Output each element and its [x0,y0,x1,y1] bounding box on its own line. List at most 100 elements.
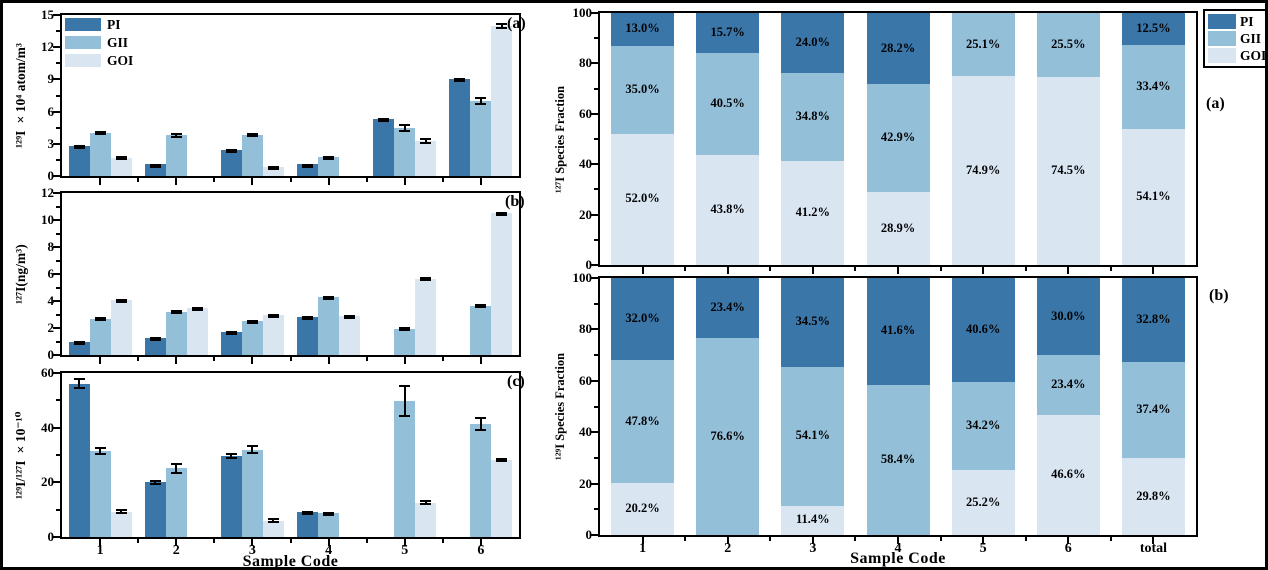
segment-label-GII-2: 40.5% [710,95,745,110]
segment-label-GII-4: 58.4% [880,451,916,466]
legend-item-gii: GII [1208,31,1265,46]
segment-label-GII-3: 34.8% [795,109,831,124]
segment-label-GOI-6: 74.5% [1051,163,1086,178]
x-minor-tick [939,267,942,271]
segment-label-PI-4: 28.2% [880,40,916,55]
bar-PI-sample2 [144,338,166,355]
error-bar-GII-sample2 [170,132,182,138]
bar-GOI-sample6 [491,459,513,537]
y-tick [53,142,60,145]
bar-GII-sample5 [394,328,416,355]
x-tick [251,178,254,185]
x-tick-label: 3 [248,543,256,558]
segment-PI-5 [951,278,1015,383]
segment-label-PI-4: 41.6% [880,323,916,338]
segment-GII-4 [866,384,930,535]
plot-left-b: 0 2 4 6 8 10 12 [41,185,521,364]
error-bar-GII-sample4 [323,156,335,161]
x-tick-label: 1 [639,541,647,556]
x-tick [327,539,330,546]
bar-GOI-sample5 [415,502,437,537]
bar-GOI-sample5 [415,141,437,176]
x-minor-tick [1024,537,1027,541]
bar-PI-sample4 [297,164,319,176]
panel-letter-right-b: (b) [1209,287,1229,304]
bar-GII-sample4 [318,296,340,355]
segment-GOI-total [1121,458,1185,535]
y-tick [591,112,598,115]
bar-PI-sample3 [220,456,242,537]
y-tick-label: 40 [579,424,592,440]
y-tick-label: 0 [47,529,55,544]
x-minor-tick [137,357,140,361]
y-tick-label: 100 [572,270,593,285]
error-bar-GOI-sample6 [496,22,508,29]
bar-GII-sample1 [89,450,111,537]
segment-label-PI-1: 13.0% [625,21,660,36]
x-minor-tick [289,178,292,182]
x-minor-tick [137,539,140,543]
x-tick [403,539,406,546]
x-tick-label: 6 [477,543,485,558]
segment-label-GOI-total: 29.8% [1136,488,1171,503]
y-tick [53,14,60,16]
legend-swatch-goi [65,54,101,67]
x-tick-label: 4 [894,541,902,556]
plot-right-b: 0 20 40 60 80 100 1 2 3 4 5 6 total 20.2% 47.8% 32.0% 76… [573,270,1198,556]
panel-letter-left-a: (a) [507,15,526,32]
error-bar-PI-sample1 [73,378,85,390]
y-tick [591,264,598,266]
x-tick-label: 6 [1064,541,1072,556]
x-minor-tick [365,357,368,361]
bar-PI-sample1 [68,383,90,537]
segment-label-PI-3: 24.0% [795,35,831,50]
y-tick-label: 20 [41,474,54,490]
y-axis-label-left-c: ¹²⁹I/¹²⁷I ×10⁻¹⁰ [13,411,28,499]
y-tick [53,246,60,248]
panel-letter-left-c: (c) [507,373,525,390]
error-bar-PI-sample2 [149,163,161,168]
y-tick [53,219,60,221]
segment-GOI-4 [866,192,930,265]
y-axis-label-left-a: ¹²⁹I ×10⁴ atom/m³ [13,43,28,148]
segment-PI-6 [1036,278,1100,356]
x-tick [175,539,178,546]
error-bar-GOI-sample1 [115,155,127,160]
panel-letter-left-b: (b) [505,193,525,210]
bar-PI-sample3 [220,150,242,176]
segment-GII-2 [696,338,760,535]
y-minor-tick [594,354,598,357]
x-minor-tick [684,267,687,271]
segment-GOI-6 [1036,77,1100,265]
error-bar-PI-sample1 [73,145,85,150]
error-bar-PI-sample4 [302,511,314,516]
y-tick [53,110,60,113]
bar-GOI-sample1 [110,299,132,355]
y-minor-tick [594,37,598,40]
segment-label-GOI-total: 54.1% [1136,188,1171,203]
segment-GOI-3 [781,505,845,535]
y-axis-label-right-b: ¹²⁹I Species Fraction [553,352,567,461]
segment-label-PI-6: 30.0% [1051,308,1086,323]
segment-GOI-2 [696,154,760,265]
x-tick [175,357,178,364]
legend-item-gii: GII [65,35,133,50]
segment-label-GOI-3: 11.4% [796,512,830,527]
segment-label-GII-1: 35.0% [625,81,660,96]
y-axis-label-left-b: ¹²⁷I(ng/m³) [13,244,28,304]
error-bar-PI-sample4 [302,315,314,320]
error-bar-GII-sample1 [94,317,106,322]
segment-PI-2 [696,13,760,53]
legend-label: GII [1240,31,1262,46]
segment-PI-3 [781,278,845,367]
y-minor-tick [594,87,598,90]
error-bar-PI-sample3 [225,453,237,459]
segment-GII-6 [1036,355,1100,416]
legend-right: PI GII GOI [1203,9,1265,68]
segment-GII-total [1121,362,1185,459]
bar-PI-sample2 [144,164,166,176]
bar-GII-sample2 [165,311,187,355]
x-tick [479,357,482,364]
segment-label-GII-5: 34.2% [965,418,1001,433]
